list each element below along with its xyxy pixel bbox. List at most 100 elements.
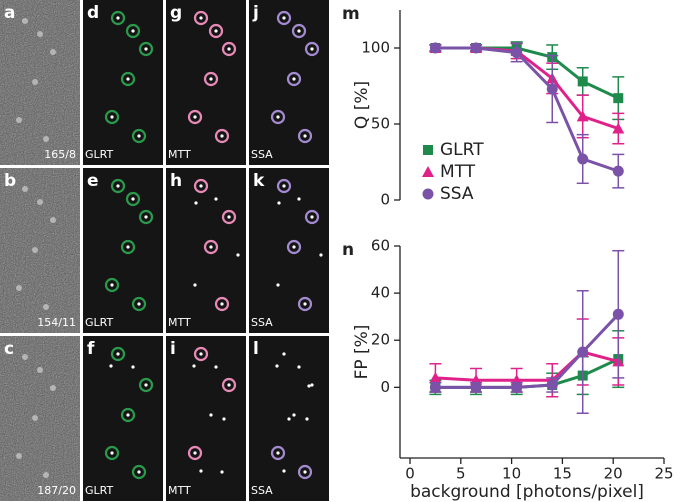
spot: [144, 47, 148, 51]
spot: [303, 302, 307, 306]
spot: [209, 245, 213, 249]
spot: [131, 197, 135, 201]
marker: [613, 93, 624, 104]
spot: [303, 134, 307, 138]
marker: [429, 381, 441, 393]
spot: [50, 385, 56, 391]
series-line: [435, 46, 619, 130]
spot: [109, 364, 113, 368]
panel-letter: k: [253, 171, 265, 191]
spot: [110, 115, 114, 119]
detection-ring: [104, 445, 120, 461]
spot: [209, 413, 213, 417]
spot: [131, 29, 135, 33]
x-tick-label: 25: [654, 465, 673, 483]
spot: [137, 302, 141, 306]
spot: [282, 469, 286, 473]
spot: [116, 16, 120, 20]
detection-ring: [304, 209, 320, 225]
panel-letter: f: [87, 339, 95, 359]
panel-caption: MTT: [168, 148, 191, 161]
panel-caption: 165/8: [44, 148, 76, 161]
spot: [319, 253, 323, 257]
spot: [131, 365, 135, 369]
detection-ring: [270, 109, 286, 125]
panel-caption: SSA: [251, 484, 273, 497]
marker: [470, 42, 482, 54]
detection-ring: [276, 178, 292, 194]
spot: [310, 215, 314, 219]
panel-caption: GLRT: [85, 484, 113, 497]
detection-ring: [138, 41, 154, 57]
spot: [110, 283, 114, 287]
marker: [423, 145, 433, 155]
x-tick-label: 20: [604, 465, 623, 483]
spot: [282, 184, 286, 188]
spot: [220, 134, 224, 138]
detection-ring: [270, 445, 286, 461]
y-axis-label: Q [%]: [352, 81, 372, 129]
spot: [43, 304, 49, 310]
spot: [292, 77, 296, 81]
y-tick-label: 40: [371, 284, 390, 302]
marker: [577, 76, 588, 87]
spot: [227, 383, 231, 387]
detection-ring: [187, 445, 203, 461]
detection-ring: [221, 377, 237, 393]
detection-ring: [138, 377, 154, 393]
detection-ring: [131, 464, 147, 480]
detection-ring: [297, 296, 313, 312]
detection-ring: [125, 23, 141, 39]
spot: [297, 365, 301, 369]
y-tick-label: 0: [380, 378, 390, 396]
marker: [429, 371, 442, 383]
spot: [297, 29, 301, 33]
spot: [32, 415, 38, 421]
detection-ring: [138, 209, 154, 225]
detection-ring: [286, 71, 302, 87]
marker: [511, 381, 523, 393]
panel-letter: i: [170, 339, 176, 359]
detection-ring: [110, 346, 126, 362]
series-line: [435, 46, 619, 173]
spot: [126, 413, 130, 417]
detection-ring: [120, 71, 136, 87]
panel-letter: j: [252, 3, 259, 23]
y-tick-label: 0: [380, 191, 390, 209]
detection-ring: [286, 239, 302, 255]
spot: [137, 134, 141, 138]
detection-ring: [125, 191, 141, 207]
spot: [50, 49, 56, 55]
chart-letter: m: [342, 4, 360, 24]
image-noise: [0, 336, 80, 501]
spot: [276, 451, 280, 455]
spot: [214, 365, 218, 369]
x-tick-label: 15: [553, 465, 572, 483]
spot: [199, 184, 203, 188]
detection-ring: [193, 10, 209, 26]
marker: [612, 165, 624, 177]
spot: [276, 283, 280, 287]
spot: [110, 451, 114, 455]
marker: [612, 122, 625, 134]
marker: [422, 166, 434, 177]
spot: [37, 31, 43, 37]
spot: [292, 413, 296, 417]
series-line: [435, 350, 619, 382]
spot: [43, 472, 49, 478]
spot: [220, 302, 224, 306]
series-line: [435, 46, 619, 100]
detection-ring: [104, 109, 120, 125]
spot: [310, 383, 314, 387]
detection-ring: [297, 464, 313, 480]
spot: [287, 417, 291, 421]
detection-ring: [131, 128, 147, 144]
marker: [546, 83, 558, 95]
x-axis-label: background [photons/pixel]: [410, 482, 644, 502]
spot: [32, 79, 38, 85]
detection-ring: [214, 128, 230, 144]
panel-letter: b: [4, 171, 16, 191]
detection-ring: [208, 23, 224, 39]
detection-ring: [203, 71, 219, 87]
